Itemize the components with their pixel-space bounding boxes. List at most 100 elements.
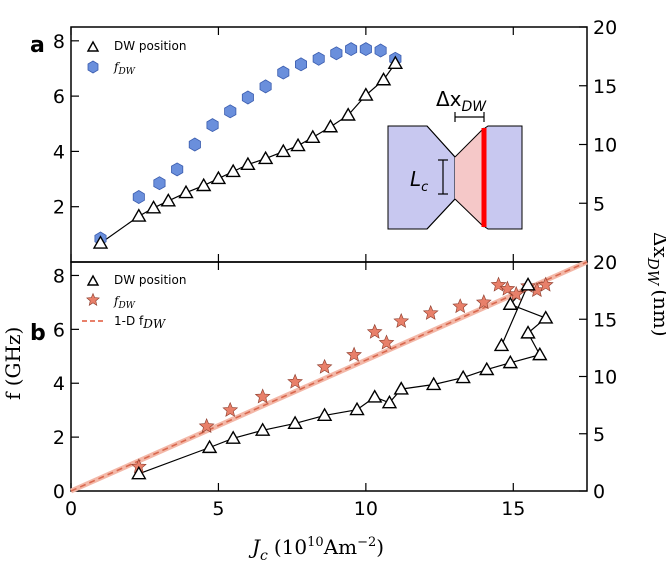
left-tick-label: 2 [53, 427, 65, 449]
fdw-star-point [508, 286, 525, 302]
dw-line [100, 63, 396, 244]
dw-point [322, 118, 339, 133]
panel-b-legend: DW position fDW 1-D fDW [82, 273, 186, 331]
x-tick-label: 10 [354, 498, 378, 520]
dw-point [425, 376, 442, 391]
dw-point [532, 346, 548, 361]
right-tick-label: 0 [593, 481, 605, 503]
fdw-point [294, 57, 308, 72]
fdw-point [359, 42, 372, 57]
dw-point [195, 177, 212, 192]
dw-point [201, 439, 218, 454]
dw-point [520, 325, 536, 339]
dw-point [145, 200, 162, 214]
right-tick-label: 20 [593, 252, 617, 274]
panel-a-ticks: 2 4 6 8 5 10 15 20 [53, 17, 617, 262]
dw-point [366, 389, 383, 403]
panel-a-label: a [30, 33, 45, 58]
fdw-star-point [452, 298, 469, 314]
left-axis-title: f (GHz) [1, 327, 25, 400]
panel-b-dw-markers [131, 276, 554, 480]
legend-b-dw-label: DW position [114, 273, 186, 287]
dw-point [160, 192, 177, 207]
dw-point [225, 163, 241, 178]
inset-left-pad [387, 125, 456, 230]
legend-b-1d-label: 1-D fDW [114, 314, 167, 331]
x-tick-label: 0 [65, 498, 77, 520]
dw-point [455, 369, 471, 384]
right-axis-title: ΔxDW(nm) [644, 232, 666, 337]
right-tick-label: 10 [593, 367, 617, 389]
legend-a-fdw-label: fDW [113, 60, 136, 77]
right-tick-label: 20 [593, 17, 617, 39]
dw-point [381, 394, 398, 409]
left-tick-label: 2 [53, 197, 65, 219]
fdw-point [153, 176, 166, 191]
legend-triangle-icon [86, 40, 100, 52]
panel-b-ticks: 0 2 4 6 8 0 5 10 15 20 0 5 10 15 [53, 252, 617, 520]
dw-point [290, 137, 306, 152]
dw-point [479, 361, 495, 376]
dw-point [340, 107, 356, 121]
dw-point [131, 208, 147, 222]
panel-b-label: b [30, 321, 46, 346]
x-tick-label: 5 [212, 498, 224, 520]
fdw-star-point [254, 388, 271, 404]
legend-triangle-icon [86, 274, 100, 286]
legend-hexagon-icon [87, 60, 99, 74]
right-tick-label: 5 [593, 193, 605, 215]
dw-point [225, 430, 241, 444]
fdw-star-point [222, 401, 239, 417]
dw-point [131, 465, 147, 480]
dw-point [358, 87, 374, 101]
dw-point [210, 170, 227, 185]
legend-star-icon [86, 292, 100, 306]
dw-point [387, 55, 404, 70]
panel-b-1d-line [69, 259, 589, 494]
inset-dx-label: ΔxDW [436, 87, 487, 115]
dw-point [240, 156, 256, 171]
right-tick-label: 15 [593, 76, 617, 98]
dw-point [178, 184, 194, 199]
panel-a-dw-markers [92, 55, 404, 249]
inset-diagram: Lc ΔxDW [387, 87, 523, 230]
fdw-star-point [475, 294, 492, 310]
panel-a-dw-line [100, 63, 396, 244]
fdw-star-point [393, 313, 410, 328]
oned-line [70, 261, 588, 492]
right-tick-label: 15 [593, 309, 617, 331]
left-tick-label: 6 [53, 86, 65, 108]
fdw-point [277, 65, 290, 80]
fdw-point [171, 162, 184, 177]
dw-point [254, 422, 271, 436]
fdw-star-point [537, 276, 554, 292]
dw-point [287, 415, 303, 430]
fdw-point [345, 42, 358, 57]
right-tick-label: 10 [593, 135, 617, 157]
x-axis-title: Jc (1010Am−2) [248, 535, 384, 564]
panel-b-dw-line [138, 284, 547, 475]
fdw-point [188, 137, 201, 152]
fdw-point [224, 104, 237, 119]
x-tick-label: 15 [501, 498, 525, 520]
dw-point [305, 129, 321, 144]
dw-point [493, 337, 510, 352]
left-tick-label: 8 [53, 31, 65, 53]
fdw-star-point [366, 323, 383, 339]
fdw-point [330, 46, 343, 61]
left-tick-label: 4 [53, 373, 65, 395]
dw-point [375, 71, 392, 86]
legend-b-fdw-label: fDW [113, 294, 136, 311]
fdw-point [312, 51, 325, 66]
fdw-point [259, 79, 272, 94]
dw-point [520, 276, 536, 291]
panel-a-legend: DW position fDW [86, 39, 186, 77]
fdw-star-point [316, 358, 333, 374]
dw-point [502, 296, 519, 310]
fdw-point [206, 118, 219, 133]
dw-point [538, 310, 554, 324]
legend-a-dw-label: DW position [114, 39, 186, 53]
left-tick-label: 6 [53, 319, 65, 341]
dw-point [275, 143, 292, 158]
